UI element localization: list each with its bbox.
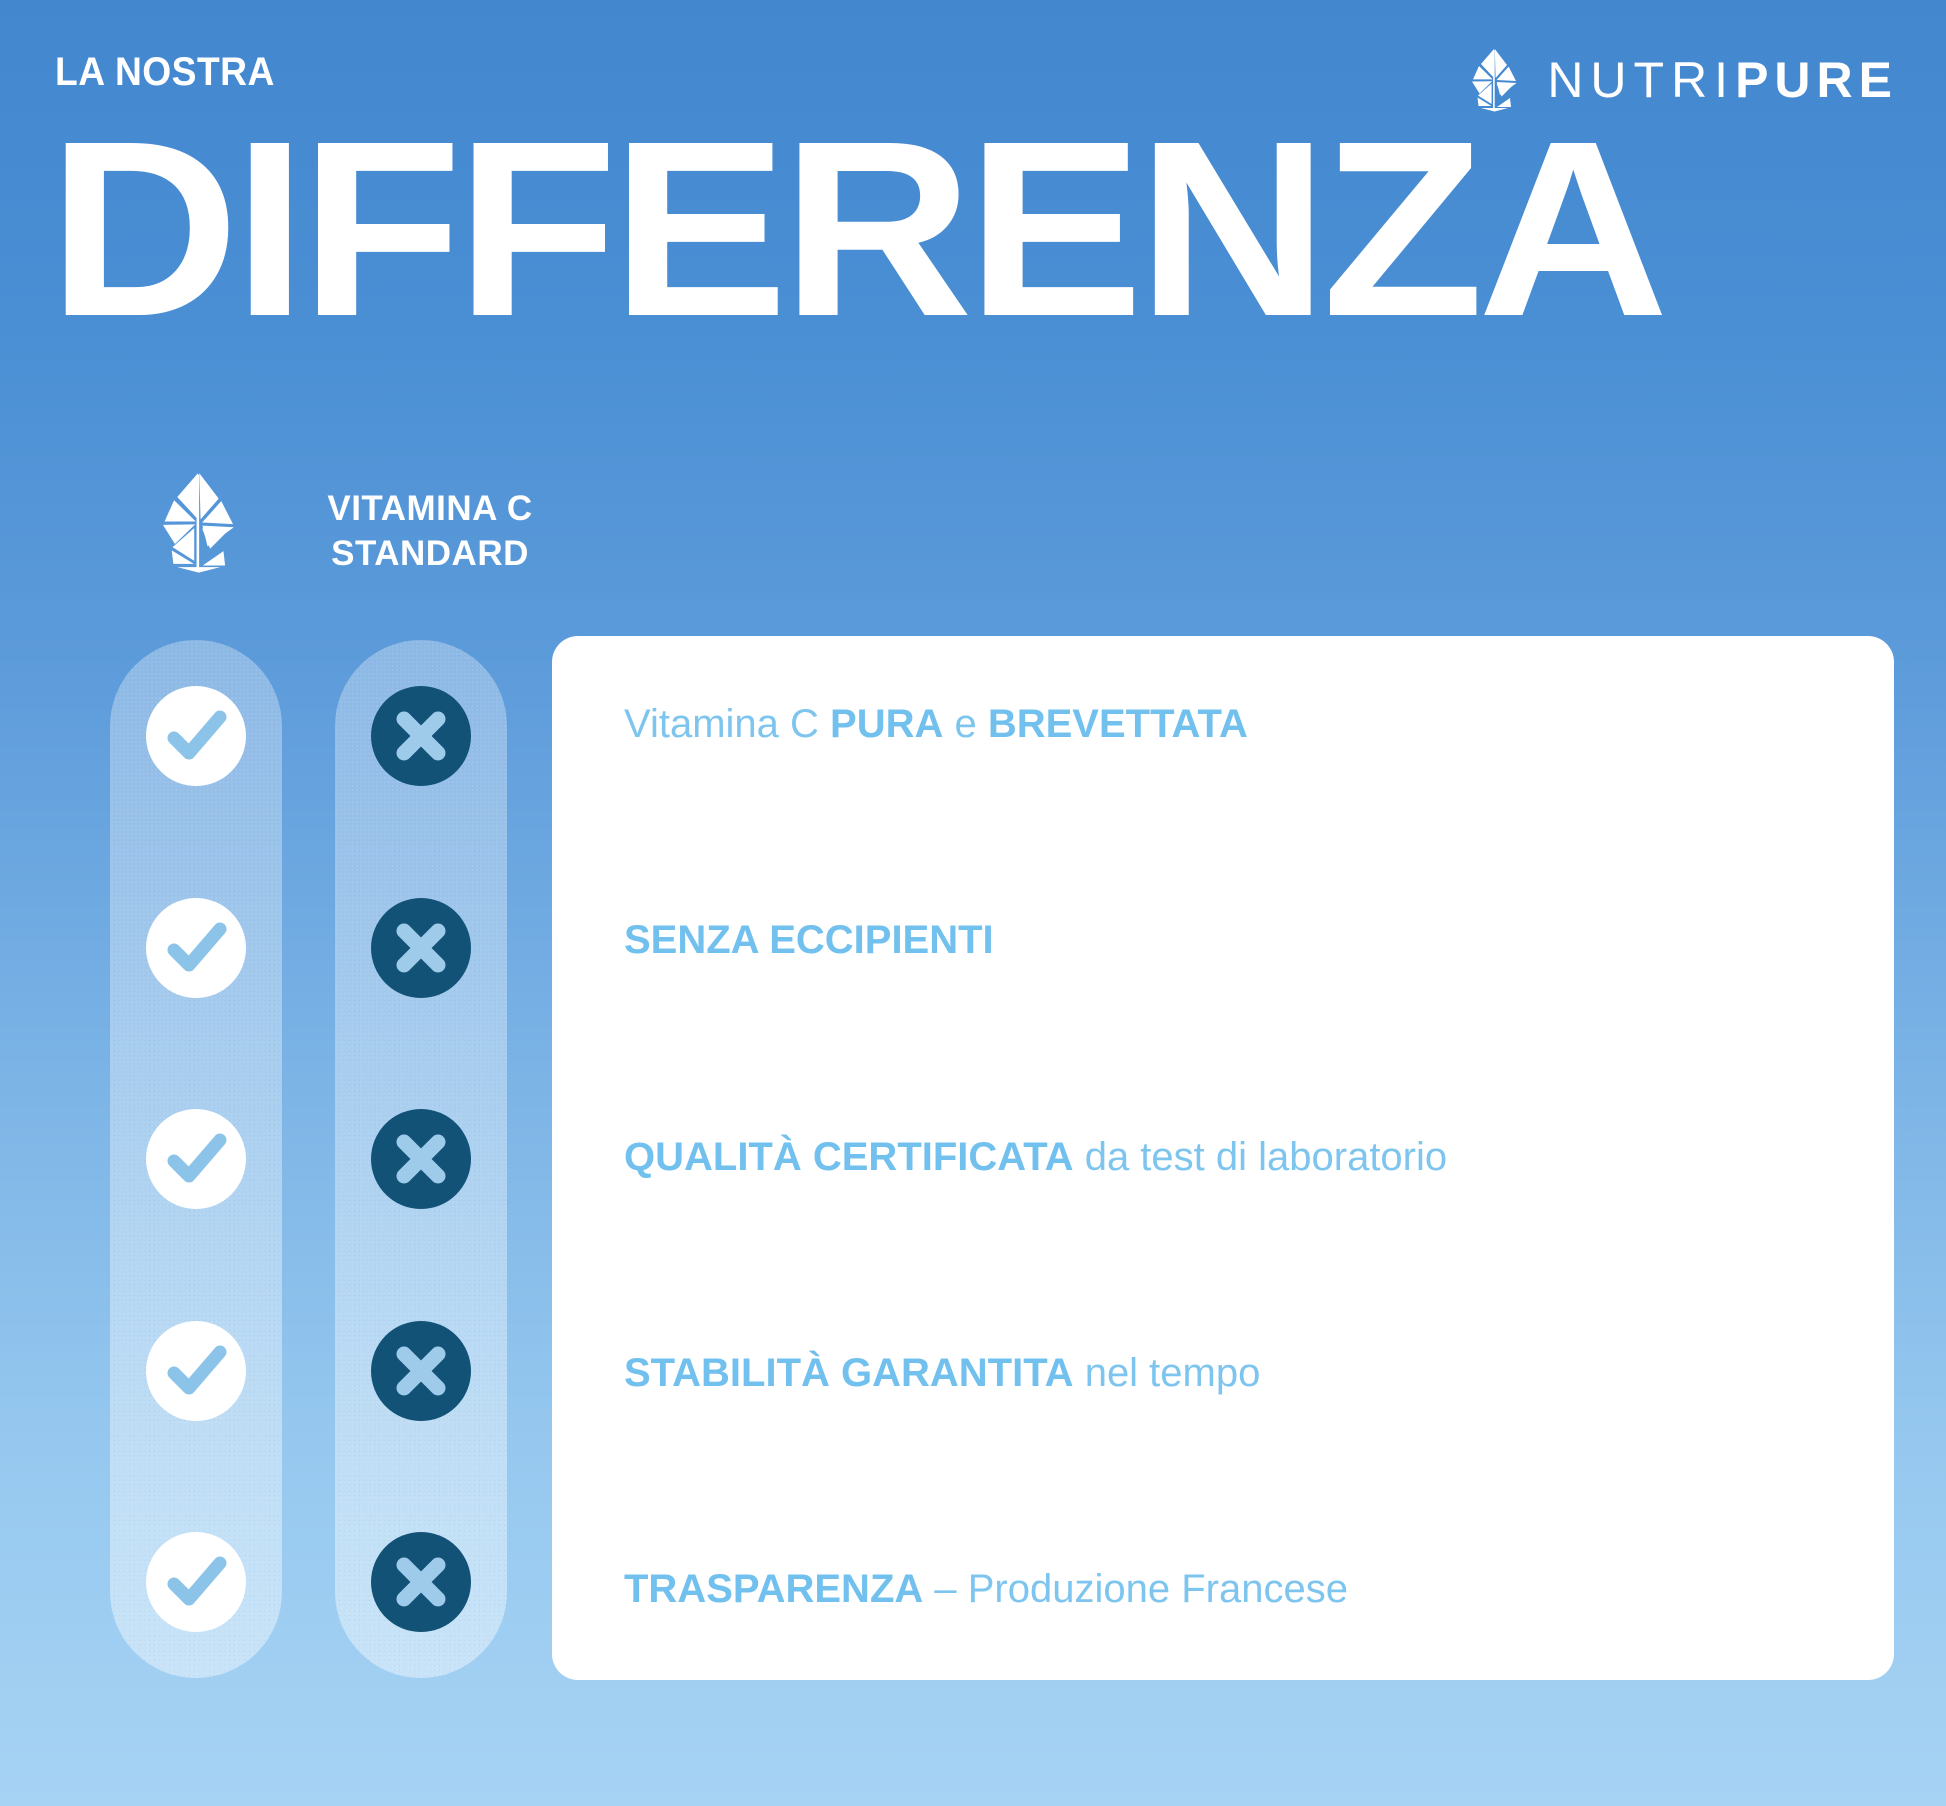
feature-item: STABILITÀ GARANTITA nel tempo (624, 1347, 1814, 1400)
brand-wordmark: NUTRIPURE (1547, 55, 1898, 105)
checks-column-pill (110, 640, 282, 1678)
eyebrow-text: LA NOSTRA (55, 50, 275, 94)
features-card: Vitamina C PURA e BREVETTATA SENZA ECCIPI… (552, 636, 1894, 1680)
check-circle-icon (146, 1320, 246, 1421)
column-header-standard: VITAMINA C STANDARD (305, 487, 555, 577)
page-title: DIFFERENZA (48, 89, 1669, 368)
column-header-standard-line1: VITAMINA C (327, 489, 533, 528)
leaf-icon (1467, 48, 1521, 112)
check-marks-list (110, 640, 282, 1678)
column-header-ours-leaf-icon (155, 470, 241, 575)
feature-text: da test di laboratorio (1073, 1134, 1448, 1179)
check-circle-icon (146, 686, 246, 786)
feature-text-emphasis: SENZA ECCIPIENTI (624, 918, 994, 963)
feature-text: – Produzione Francese (923, 1567, 1348, 1612)
feature-item: Vitamina C PURA e BREVETTATA (624, 698, 1814, 751)
x-circle-icon (371, 1532, 471, 1632)
x-circle-icon (371, 1109, 471, 1209)
brand-word-nutri: NUTRI (1547, 52, 1736, 108)
feature-item: TRASPARENZA – Produzione Francese (624, 1563, 1814, 1616)
check-circle-icon (146, 1532, 246, 1632)
crosses-column-pill (335, 640, 507, 1678)
x-circle-icon (371, 897, 471, 998)
features-list: Vitamina C PURA e BREVETTATA SENZA ECCIPI… (552, 636, 1894, 1680)
feature-text: Vitamina C (624, 702, 831, 746)
column-header-standard-line2: STANDARD (331, 533, 529, 573)
feature-text: e (943, 702, 988, 746)
x-circle-icon (371, 686, 471, 786)
feature-text-emphasis: TRASPARENZA (624, 1567, 924, 1612)
feature-text-emphasis: PURA (830, 702, 944, 746)
feature-text-emphasis: BREVETTATA (987, 702, 1248, 746)
feature-item: QUALITÀ CERTIFICATA da test di laborator… (624, 1131, 1814, 1184)
check-circle-icon (146, 897, 246, 998)
x-circle-icon (371, 1320, 471, 1421)
cross-marks-list (335, 640, 507, 1678)
feature-text-emphasis: STABILITÀ GARANTITA (624, 1350, 1074, 1395)
brand-logo: NUTRIPURE (1467, 48, 1898, 112)
feature-text: nel tempo (1073, 1350, 1261, 1395)
feature-text-emphasis: QUALITÀ CERTIFICATA (624, 1134, 1074, 1179)
check-circle-icon (146, 1109, 246, 1209)
feature-item: SENZA ECCIPIENTI (624, 914, 1814, 967)
brand-word-pure: PURE (1735, 52, 1898, 108)
